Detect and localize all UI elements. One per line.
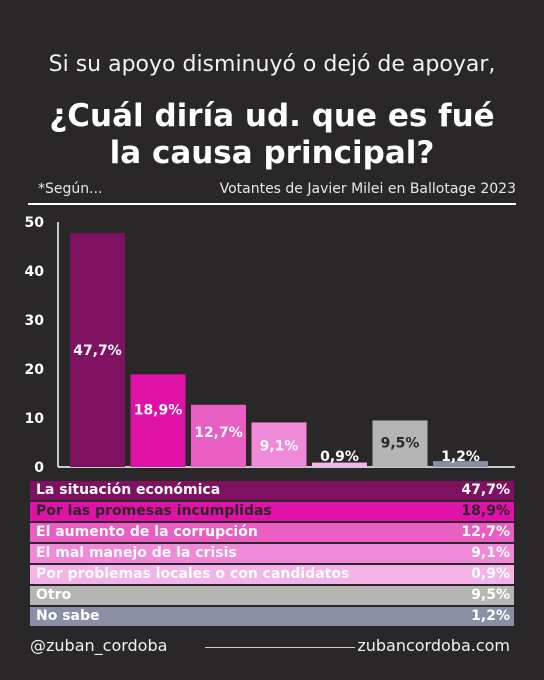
data-label: 9,1% [260,438,299,454]
data-label: 9,5% [381,435,420,451]
bar-chart: 0 10 20 30 40 50 47,7% 18,9% 12,7% 9,1% 0,9% 9,5% 1,… [25,215,515,476]
legend-value: 9,1% [471,545,510,561]
source-note: *Según... [38,181,103,197]
population-note: Votantes de Javier Milei en Ballotage 20… [219,181,516,197]
legend-value: 12,7% [461,524,510,540]
legend-row: La situación económica 47,7% [30,481,514,500]
y-tick-label: 0 [34,460,44,476]
bar [312,462,367,467]
legend-row: El aumento de la corrupción 12,7% [30,523,514,542]
y-tick-label: 10 [25,411,45,427]
legend-label: La situación económica [36,482,221,498]
y-tick-label: 20 [25,362,45,378]
legend-row: El mal manejo de la crisis 9,1% [30,544,514,563]
footer-divider [205,647,355,648]
title-line-1: ¿Cuál diría ud. que es fué [49,98,495,134]
footer-website[interactable]: zubancordoba.com [357,636,510,655]
bar [191,404,246,467]
legend-label: Por las promesas incumplidas [36,503,272,519]
header-divider [28,203,516,205]
legend-value: 1,2% [471,608,510,624]
y-tick-label: 50 [25,215,45,231]
legend-row: No sabe 1,2% [30,607,514,626]
bar [130,374,186,467]
data-label: 0,9% [320,449,359,465]
title-line-2: la causa principal? [109,135,435,171]
bar [251,422,307,467]
legend-row: Por las promesas incumplidas 18,9% [30,502,514,521]
legend-label: El mal manejo de la crisis [36,545,237,561]
legend-value: 0,9% [471,566,510,582]
legend-label: Otro [36,587,72,603]
bar [372,420,428,467]
legend-row: Otro 9,5% [30,586,514,605]
legend-label: Por problemas locales o con candidatos [36,566,350,582]
legend-label: El aumento de la corrupción [36,524,258,540]
bar [70,233,125,467]
legend-value: 18,9% [461,503,510,519]
legend-value: 9,5% [471,587,510,603]
data-label: 18,9% [134,402,183,418]
data-label: 1,2% [441,449,480,465]
data-label: 12,7% [194,425,243,441]
data-label: 47,7% [73,343,122,359]
y-tick-label: 30 [25,313,45,329]
bar [433,461,488,467]
legend-value: 47,7% [461,482,510,498]
y-tick-label: 40 [25,264,45,280]
legend-label: No sabe [36,608,100,624]
chart-subtitle: Si su apoyo disminuyó o dejó de apoyar, [48,52,496,77]
footer-handle[interactable]: @zuban_cordoba [30,636,168,655]
legend-table: La situación económica 47,7% Por las prome… [30,481,514,628]
legend-row: Por problemas locales o con candidatos 0,… [30,565,514,584]
chart-title: ¿Cuál diría ud. que es fué la causa prin… [20,98,524,172]
